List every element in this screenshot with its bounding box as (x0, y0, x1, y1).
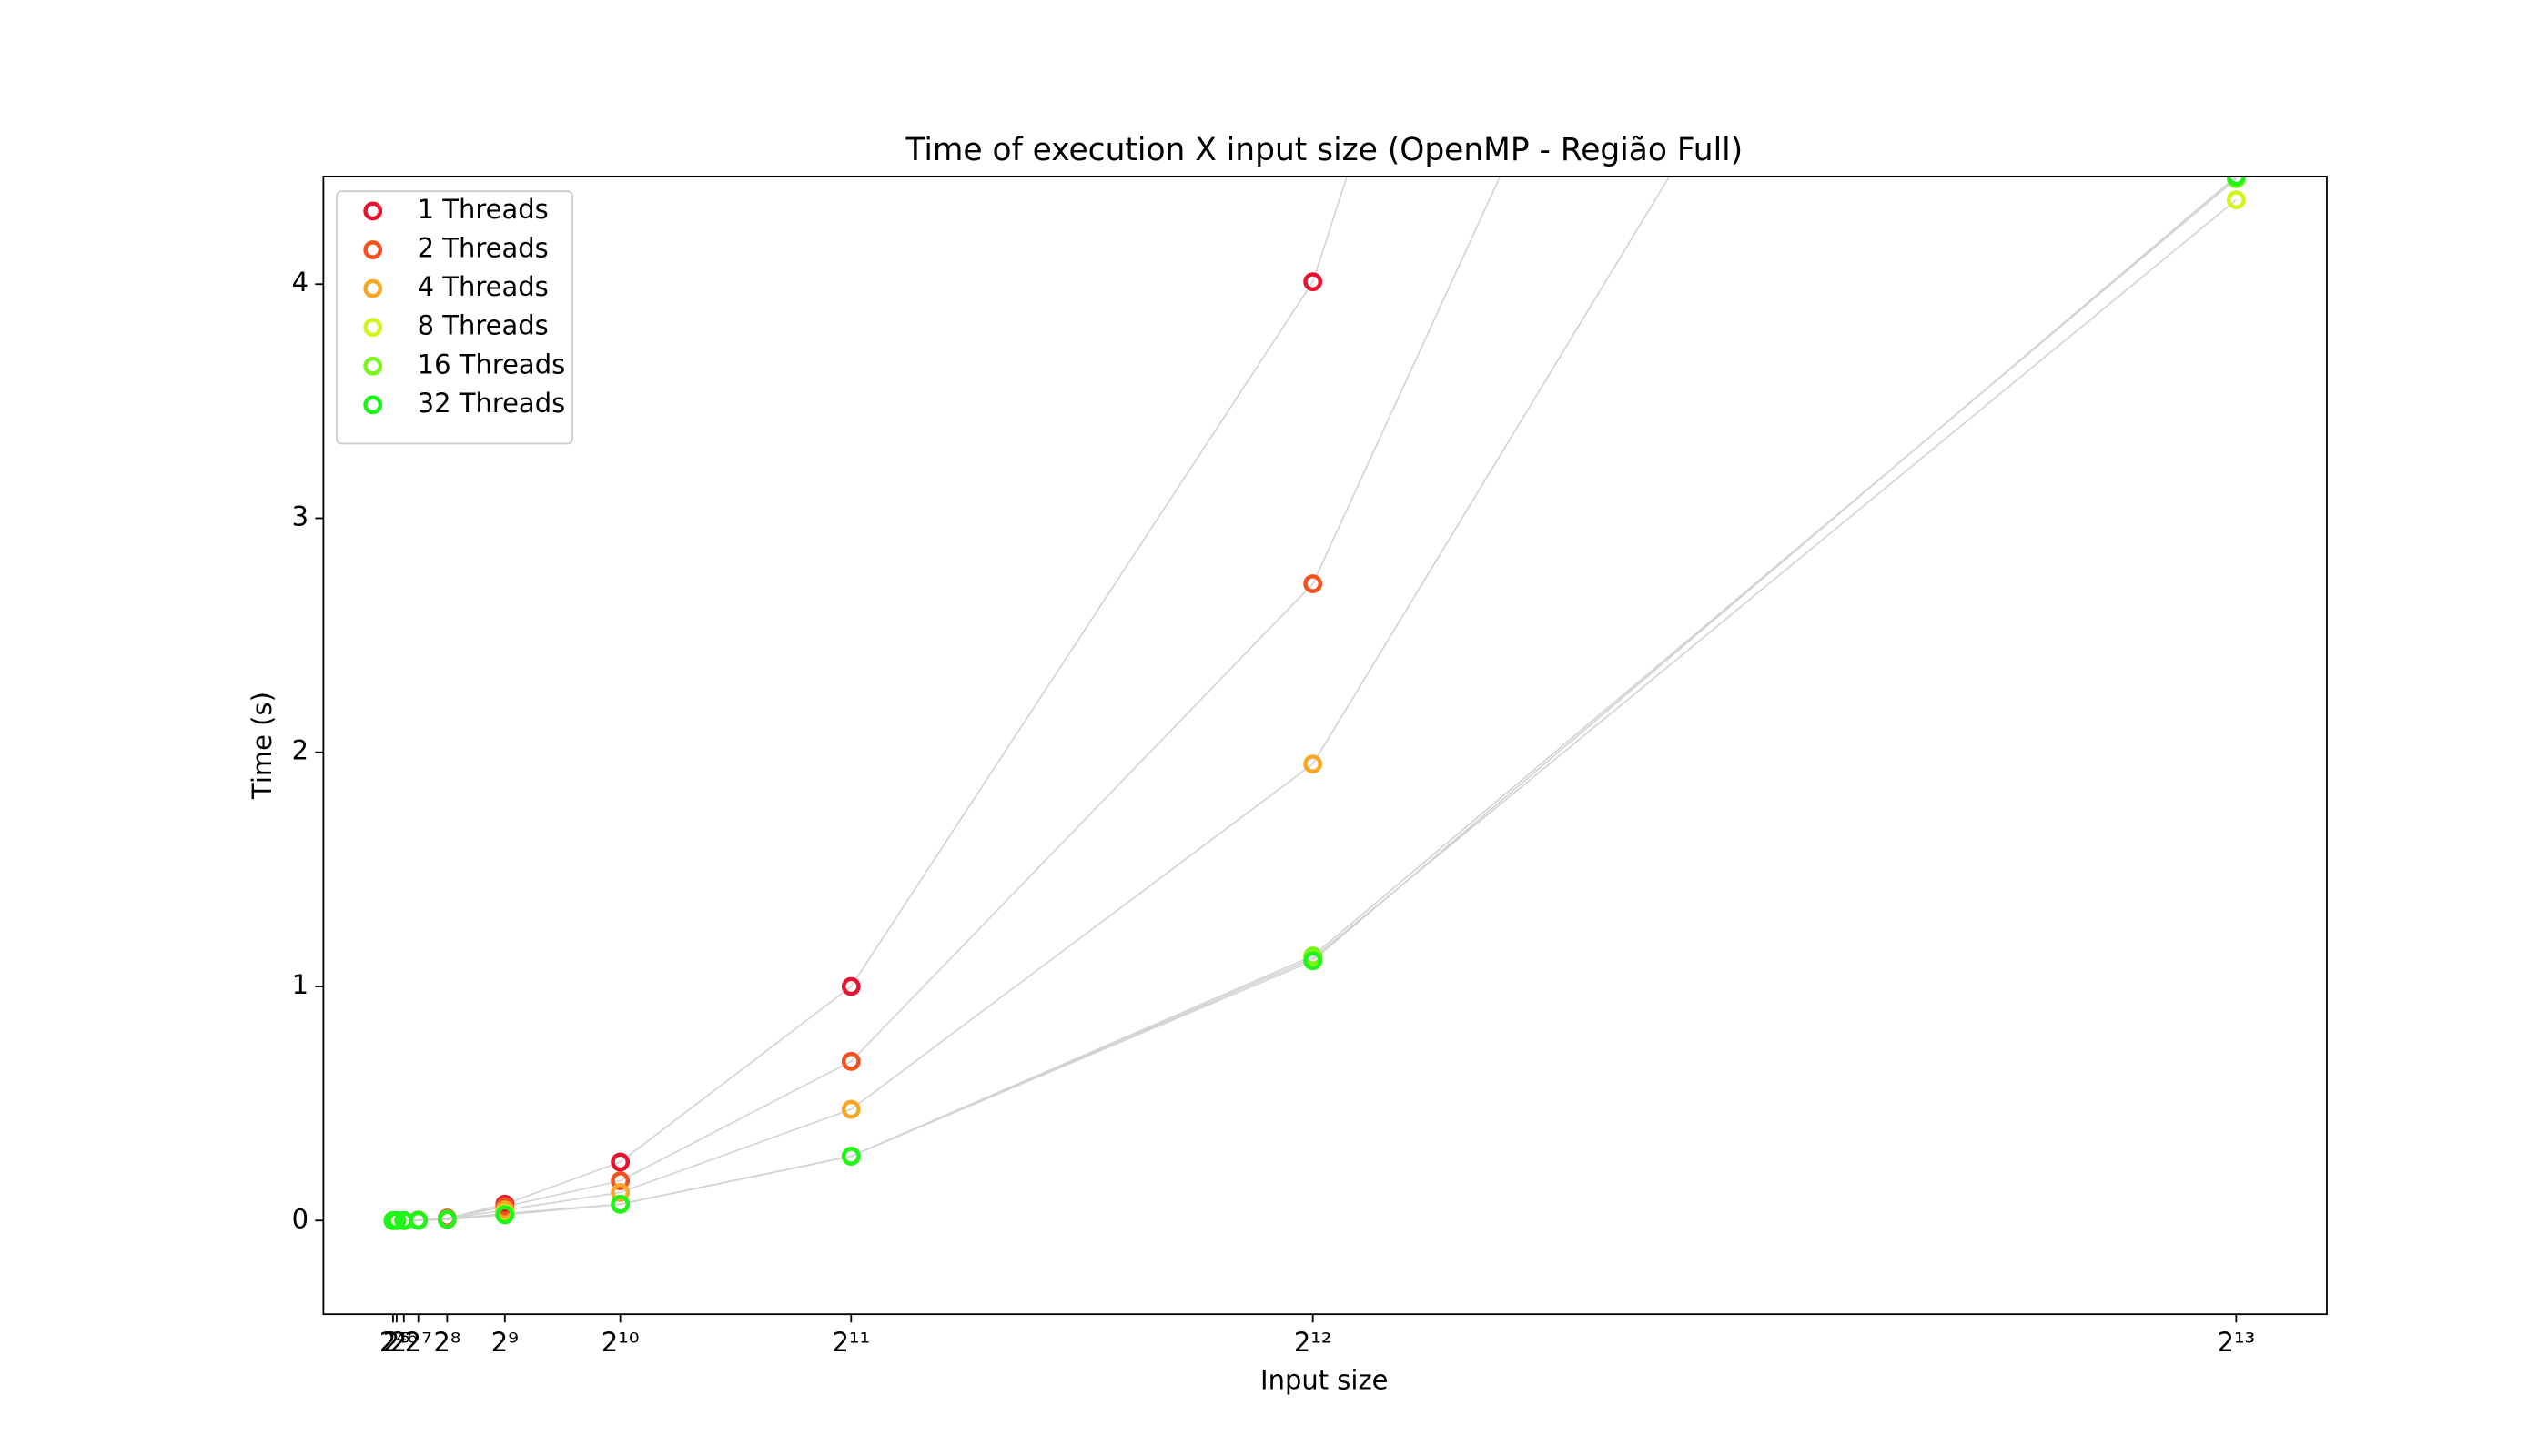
series-line (392, 176, 2237, 1222)
data-point (611, 1182, 631, 1202)
y-tick-label: 1 (292, 969, 308, 1000)
legend-marker (363, 318, 383, 338)
chart-title: Time of execution X input size (OpenMP -… (905, 132, 1743, 168)
x-tick-label: 2⁷ (405, 1327, 432, 1358)
data-point (2226, 190, 2246, 210)
data-point (611, 1171, 631, 1190)
data-point (841, 976, 861, 996)
legend-label: 8 Threads (418, 310, 549, 341)
series-line (392, 177, 2237, 1222)
series-line (392, 176, 1502, 1222)
x-tick-label: 2⁴ (379, 1327, 407, 1358)
x-tick-label: 2¹¹ (832, 1327, 870, 1358)
x-tick-label: 2¹³ (2218, 1327, 2256, 1358)
y-axis-label: Time (s) (247, 692, 278, 800)
legend-label: 2 Threads (418, 233, 549, 264)
data-point (1303, 951, 1323, 971)
x-tick-label: 2⁵ (383, 1327, 410, 1358)
data-point (495, 1205, 515, 1225)
y-tick-label: 4 (292, 267, 308, 298)
data-point (409, 1210, 429, 1230)
data-point (1303, 272, 1323, 292)
data-point (387, 1210, 407, 1230)
data-point (1303, 574, 1323, 593)
x-tick-label: 2¹² (1294, 1327, 1332, 1358)
x-tick-label: 2⁸ (433, 1327, 460, 1358)
legend-label: 1 Threads (418, 194, 549, 225)
series-line (392, 198, 2237, 1222)
x-tick-label: 2¹⁰ (602, 1327, 640, 1358)
data-point (611, 1194, 631, 1214)
legend-marker (363, 201, 383, 221)
legend-marker (363, 395, 383, 415)
legend-marker (363, 240, 383, 259)
data-point (841, 1147, 861, 1166)
data-point (1303, 754, 1323, 774)
data-point (2226, 176, 2246, 187)
plot-area (383, 176, 2246, 1230)
legend-marker (363, 356, 383, 376)
legend-box (335, 190, 573, 445)
y-tick-label: 0 (292, 1203, 308, 1234)
data-point (611, 1152, 631, 1172)
x-axis-label: Input size (1260, 1364, 1388, 1395)
legend-label: 32 Threads (418, 388, 566, 419)
series-line (392, 176, 1671, 1222)
data-point (841, 1099, 861, 1119)
x-tick-label: 2⁹ (491, 1327, 519, 1358)
series-line (392, 176, 1348, 1222)
y-tick-label: 2 (292, 735, 308, 766)
data-point (437, 1209, 457, 1229)
legend-marker (363, 278, 383, 298)
plot-frame (322, 175, 2328, 1316)
legend-label: 16 Threads (418, 349, 566, 379)
x-tick-label: 2⁶ (390, 1327, 418, 1358)
legend-label: 4 Threads (418, 271, 549, 302)
y-tick-label: 3 (292, 500, 308, 531)
data-point (841, 1051, 861, 1071)
